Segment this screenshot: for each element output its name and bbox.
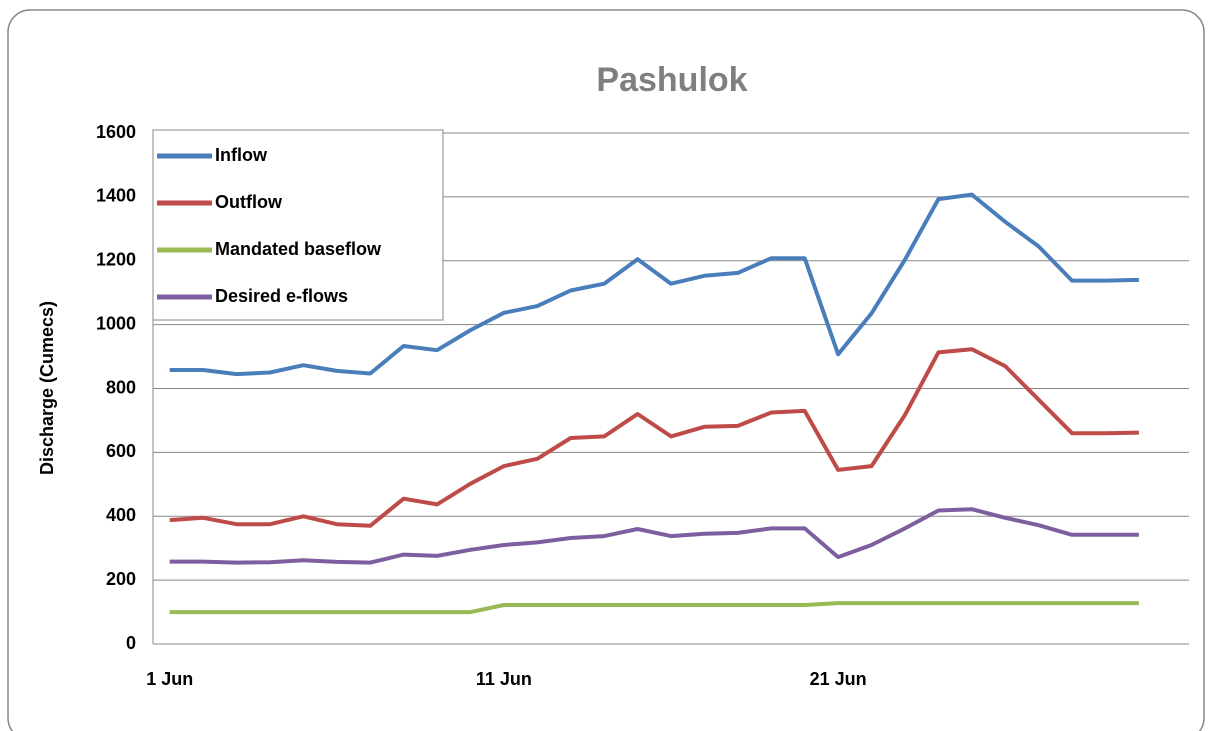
y-tick-label: 1400 (96, 186, 136, 206)
legend-label: Inflow (215, 145, 268, 165)
y-tick-label: 1000 (96, 313, 136, 333)
series-line (169, 507, 1139, 565)
series-line (169, 192, 1139, 377)
y-tick-label: 800 (106, 377, 136, 397)
y-tick-label: 200 (106, 569, 136, 589)
y-tick-label: 0 (126, 633, 136, 653)
legend-label: Outflow (215, 192, 283, 212)
x-tick-label: 21 Jun (810, 669, 867, 689)
legend-label: Desired e-flows (215, 286, 348, 306)
series-line (169, 601, 1139, 615)
y-axis-label: Discharge (Cumecs) (37, 301, 57, 475)
y-tick-label: 400 (106, 505, 136, 525)
series-line (169, 347, 1139, 528)
x-tick-label: 1 Jun (146, 669, 193, 689)
y-tick-label: 600 (106, 441, 136, 461)
x-tick-label: 11 Jun (476, 669, 532, 689)
chart-title: Pashulok (596, 61, 747, 99)
y-tick-label: 1600 (96, 122, 136, 142)
y-tick-label: 1200 (96, 250, 136, 270)
legend-label: Mandated baseflow (215, 239, 382, 259)
legend-box (152, 129, 444, 321)
